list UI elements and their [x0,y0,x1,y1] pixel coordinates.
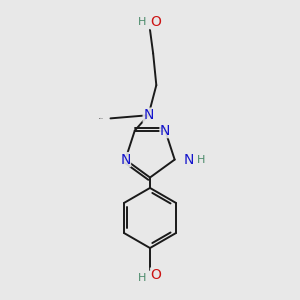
Text: O: O [150,15,161,29]
Text: N: N [120,153,130,166]
Text: methyl: methyl [99,118,104,119]
Text: N: N [143,108,154,122]
Text: H: H [138,273,146,283]
Text: N: N [184,153,194,166]
Text: O: O [150,268,161,282]
Text: H: H [138,17,146,27]
Text: N: N [160,124,170,138]
Text: H: H [196,154,205,165]
